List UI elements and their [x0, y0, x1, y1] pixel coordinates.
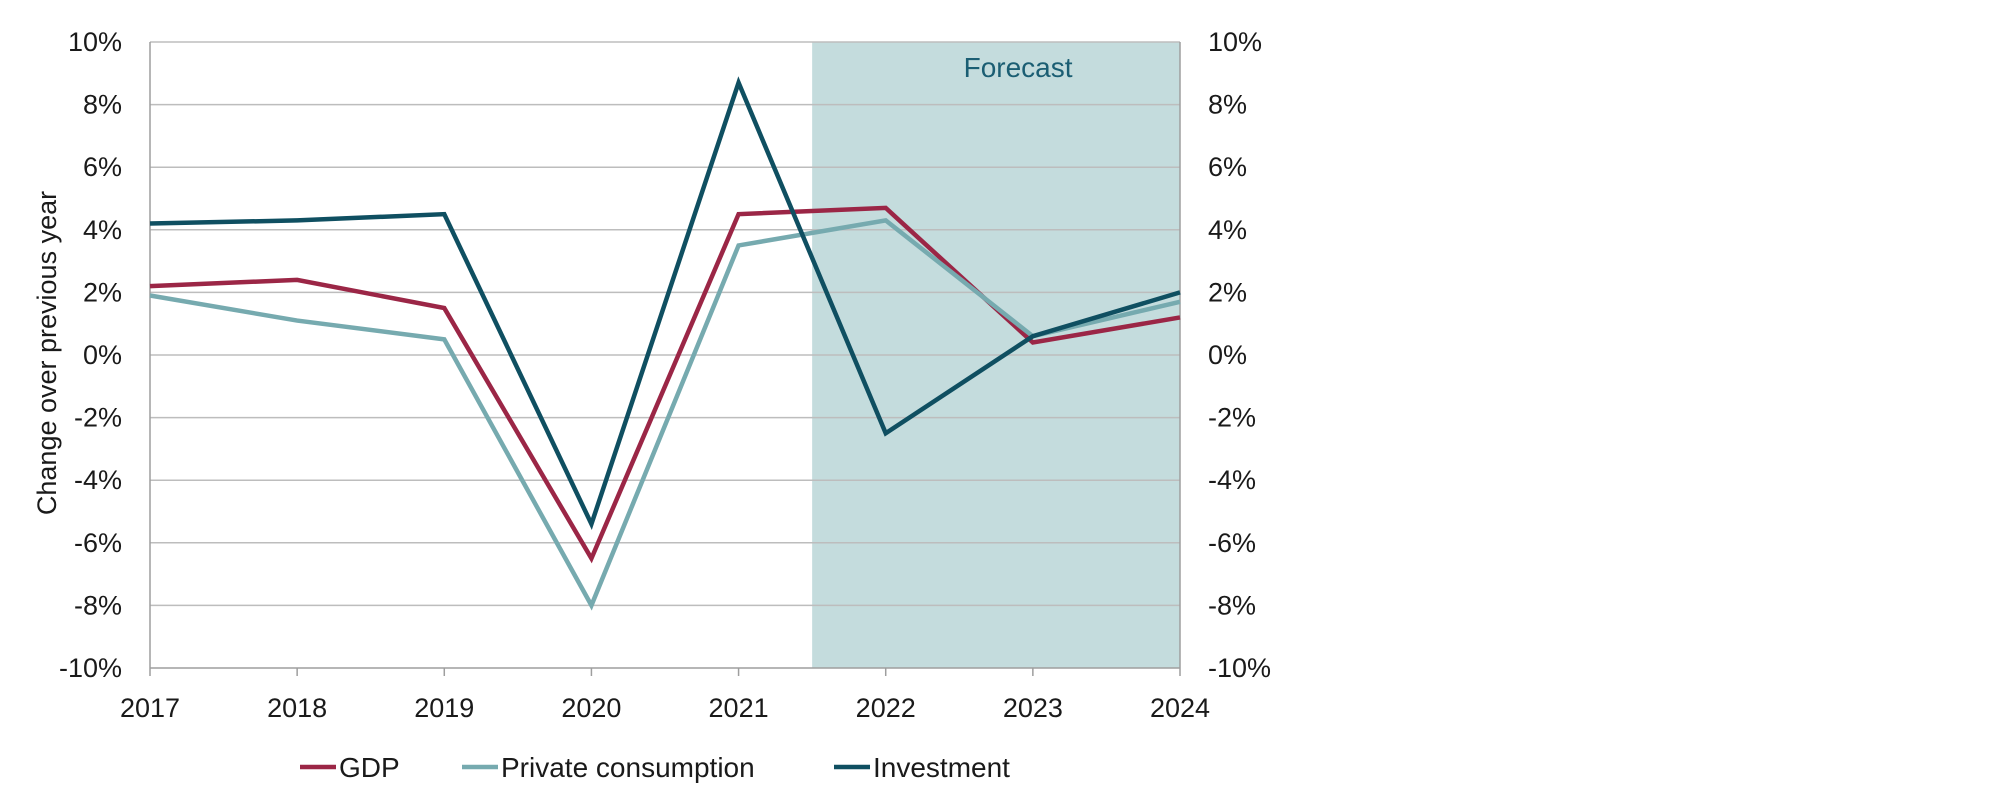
x-tick-label: 2019: [414, 693, 474, 723]
x-tick-label: 2018: [267, 693, 327, 723]
y-tick-label-right: -2%: [1208, 403, 1256, 433]
x-tick-label: 2020: [561, 693, 621, 723]
x-tick-label: 2017: [120, 693, 180, 723]
y-tick-label-right: 6%: [1208, 152, 1247, 182]
series-line-investment: [149, 76, 1181, 531]
y-tick-label-right: -8%: [1208, 590, 1256, 620]
y-axis-title: Change over previous year: [32, 191, 62, 515]
series-lines: [149, 76, 1181, 611]
legend-item-private-consumption: Private consumption: [462, 752, 755, 783]
y-tick-label-left: 4%: [83, 215, 122, 245]
forecast-label: Forecast: [964, 52, 1073, 83]
y-tick-label-right: 4%: [1208, 215, 1247, 245]
y-tick-label-right: 0%: [1208, 340, 1247, 370]
series-line-private-consumption: [149, 218, 1181, 611]
y-tick-label-right: 8%: [1208, 90, 1247, 120]
legend-item-gdp: GDP: [300, 752, 400, 783]
y-tick-label-left: -8%: [74, 590, 122, 620]
y-tick-label-left: 0%: [83, 340, 122, 370]
x-tick-label: 2023: [1003, 693, 1063, 723]
y-tick-label-right: -6%: [1208, 528, 1256, 558]
y-tick-label-left: -6%: [74, 528, 122, 558]
y-tick-label-left: -4%: [74, 465, 122, 495]
y-tick-label-right: -10%: [1208, 653, 1271, 683]
legend-label-private-consumption: Private consumption: [501, 752, 755, 783]
y-tick-label-left: 10%: [68, 27, 122, 57]
legend-label-gdp: GDP: [339, 752, 400, 783]
y-tick-label-left: 8%: [83, 90, 122, 120]
y-tick-label-right: 2%: [1208, 277, 1247, 307]
y-tick-label-left: -10%: [59, 653, 122, 683]
gridlines: [150, 41, 1180, 607]
x-tick-label: 2022: [856, 693, 916, 723]
x-tick-label: 2021: [709, 693, 769, 723]
axes: [149, 42, 1181, 676]
y-tick-label-left: 2%: [83, 277, 122, 307]
legend: GDP Private consumption Investment: [300, 752, 1010, 783]
x-tick-label: 2024: [1150, 693, 1210, 723]
tick-labels: 10% 10% 8% 8% 6% 6% 4% 4% 2% 2% 0% 0% -2% -2% -4% -4% -6…: [59, 27, 1271, 723]
y-tick-label-right: -4%: [1208, 465, 1256, 495]
y-tick-label-left: -2%: [74, 403, 122, 433]
y-tick-label-left: 6%: [83, 152, 122, 182]
legend-item-investment: Investment: [834, 752, 1010, 783]
series-line-gdp: [149, 205, 1181, 564]
y-tick-label-right: 10%: [1208, 27, 1262, 57]
legend-label-investment: Investment: [873, 752, 1010, 783]
